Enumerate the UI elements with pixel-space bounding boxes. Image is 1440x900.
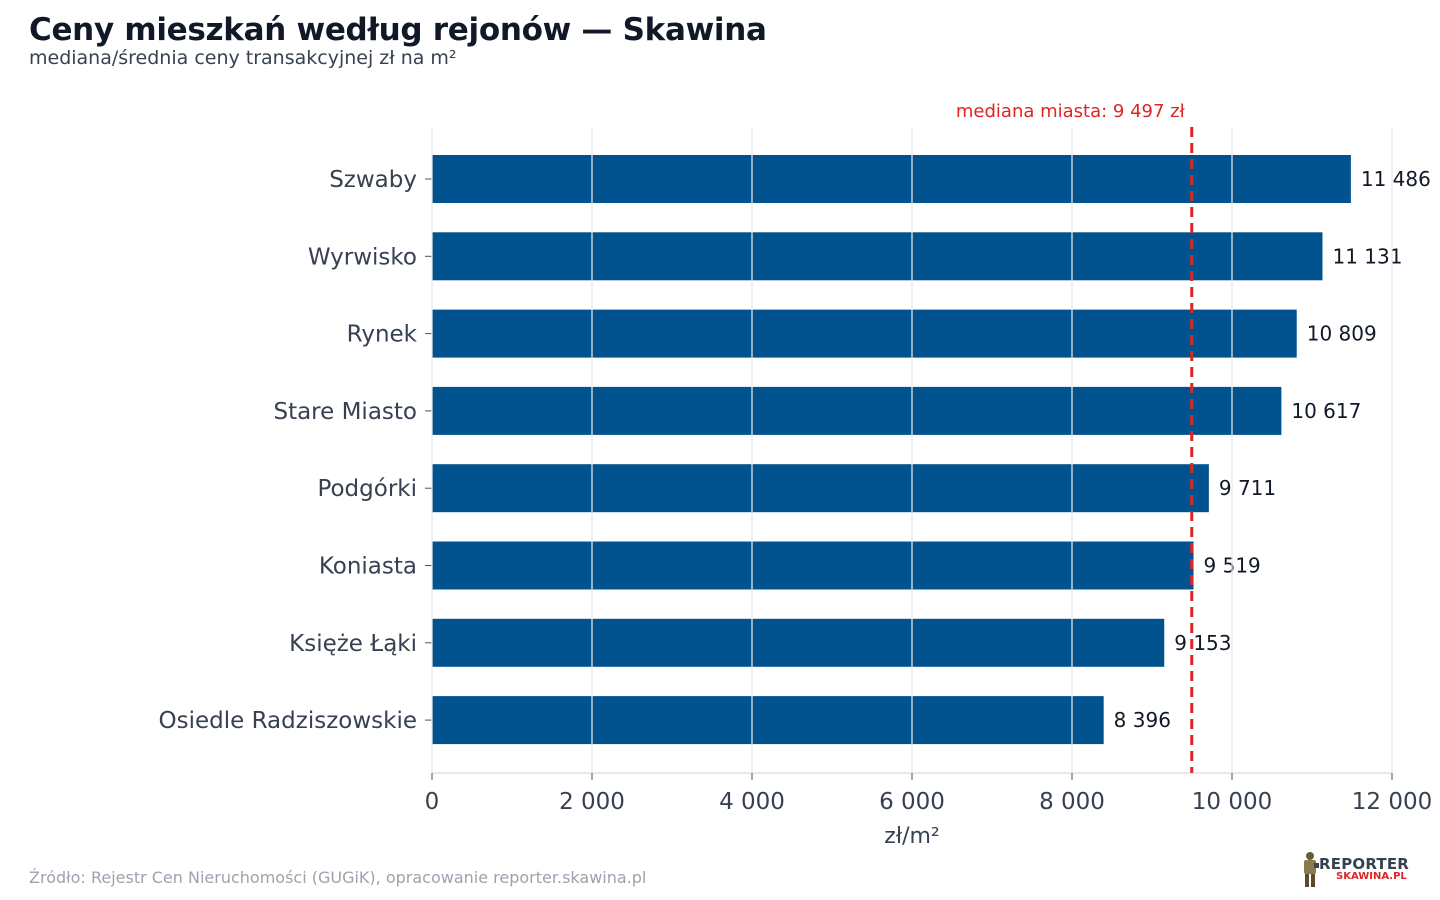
bar bbox=[432, 464, 1209, 513]
value-label: 11 486 bbox=[1361, 167, 1431, 191]
value-label: 9 711 bbox=[1219, 476, 1276, 500]
chart-subtitle: mediana/średnia ceny transakcyjnej zł na… bbox=[29, 47, 457, 69]
bar bbox=[432, 541, 1194, 590]
value-label: 10 617 bbox=[1291, 399, 1361, 423]
x-tick-label: 2 000 bbox=[559, 789, 625, 815]
x-tick-label: 12 000 bbox=[1352, 789, 1432, 815]
value-label: 8 396 bbox=[1114, 708, 1171, 732]
reporter-figure-icon bbox=[1304, 852, 1319, 887]
bar-chart: 0 2 000 4 000 6 000 8 000 10 000 12 000 Szwaby 1… bbox=[159, 101, 1433, 849]
x-tick-label: 0 bbox=[425, 789, 440, 815]
bar bbox=[432, 155, 1351, 203]
x-tick-label: 4 000 bbox=[719, 789, 785, 815]
category-label: Rynek bbox=[347, 322, 418, 348]
logo-text-skawina: SKAWINA.PL bbox=[1336, 871, 1407, 882]
x-tick-label: 6 000 bbox=[879, 789, 945, 815]
category-label: Osiedle Radziszowskie bbox=[159, 708, 418, 734]
bar bbox=[432, 696, 1104, 745]
median-reference-label: mediana miasta: 9 497 zł bbox=[956, 101, 1186, 122]
reporter-logo[interactable]: REPORTER SKAWINA.PL bbox=[1300, 850, 1409, 890]
source-note: Źródło: Rejestr Cen Nieruchomości (GUGiK… bbox=[29, 868, 647, 887]
category-label: Wyrwisko bbox=[308, 244, 417, 270]
category-label: Szwaby bbox=[329, 167, 417, 193]
bar bbox=[432, 386, 1282, 435]
bar bbox=[432, 232, 1323, 281]
bar bbox=[432, 309, 1297, 358]
logo-text-reporter: REPORTER bbox=[1319, 855, 1410, 873]
x-tick-label: 10 000 bbox=[1192, 789, 1272, 815]
category-label: Koniasta bbox=[319, 554, 417, 580]
value-label: 11 131 bbox=[1332, 244, 1402, 268]
bar bbox=[432, 618, 1165, 667]
value-label: 9 153 bbox=[1174, 631, 1231, 655]
x-tick-label: 8 000 bbox=[1039, 789, 1105, 815]
category-label: Księże Łąki bbox=[289, 631, 417, 657]
chart-title: Ceny mieszkań według rejonów — Skawina bbox=[29, 12, 767, 48]
category-label: Stare Miasto bbox=[273, 399, 417, 425]
category-label: Podgórki bbox=[317, 476, 417, 502]
value-label: 10 809 bbox=[1307, 322, 1377, 346]
x-axis-title: zł/m² bbox=[884, 824, 939, 849]
